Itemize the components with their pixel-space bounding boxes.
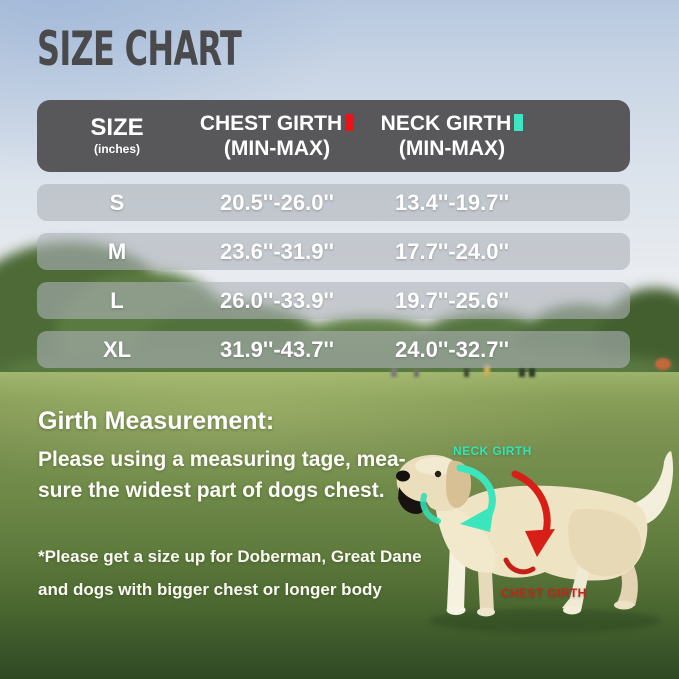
girth-measurement-heading: Girth Measurement: (38, 407, 275, 435)
size-value: L (110, 287, 124, 313)
chest-range: 20.5''-26.0'' (220, 189, 334, 215)
header-neck-column: NECK GIRTH (MIN-MAX) (357, 111, 547, 160)
chest-range: 31.9''-43.7'' (220, 336, 334, 362)
size-row-l: L 26.0''-33.9'' 19.7''-25.6'' (37, 282, 630, 319)
chest-girth-label: CHEST GIRTH (501, 586, 587, 600)
neck-girth-label: NECK GIRTH (453, 444, 532, 458)
girth-measurement-text: Please using a measuring tage, mea- sure… (38, 448, 406, 502)
size-row-s: S 20.5''-26.0'' 13.4''-19.7'' (37, 184, 630, 221)
neck-range: 13.4''-19.7'' (395, 189, 509, 215)
header-size-column: SIZE (inches) (37, 113, 197, 156)
size-value: S (109, 189, 125, 215)
header-size-unit: (inches) (93, 141, 140, 156)
neck-range: 17.7''-24.0'' (395, 238, 509, 264)
neck-range: 19.7''-25.6'' (395, 287, 509, 313)
neck-color-marker (514, 113, 524, 131)
size-table-header: SIZE (inches) CHEST GIRTH (MIN-MAX) NECK… (37, 100, 630, 172)
size-row-xl: XL 31.9''-43.7'' 24.0''-32.7'' (37, 331, 630, 368)
chest-color-marker (345, 113, 355, 131)
header-chest-column: CHEST GIRTH (MIN-MAX) (197, 111, 357, 160)
neck-range: 24.0''-32.7'' (395, 336, 509, 362)
page-title: SIZE CHART (37, 22, 242, 77)
sizing-note: *Please get a size up for Doberman, Grea… (38, 547, 422, 599)
size-table: SIZE (inches) CHEST GIRTH (MIN-MAX) NECK… (37, 100, 630, 368)
size-value: XL (102, 336, 132, 362)
header-chest-minmax: (MIN-MAX) (223, 136, 331, 160)
header-neck-minmax: (MIN-MAX) (398, 136, 506, 160)
chest-range: 26.0''-33.9'' (220, 287, 334, 313)
size-value: M (107, 238, 127, 264)
chest-range: 23.6''-31.9'' (220, 238, 334, 264)
header-chest-label: CHEST GIRTH (199, 111, 343, 135)
size-row-m: M 23.6''-31.9'' 17.7''-24.0'' (37, 233, 630, 270)
header-size-label: SIZE (90, 113, 144, 141)
header-neck-label: NECK GIRTH (380, 111, 512, 135)
